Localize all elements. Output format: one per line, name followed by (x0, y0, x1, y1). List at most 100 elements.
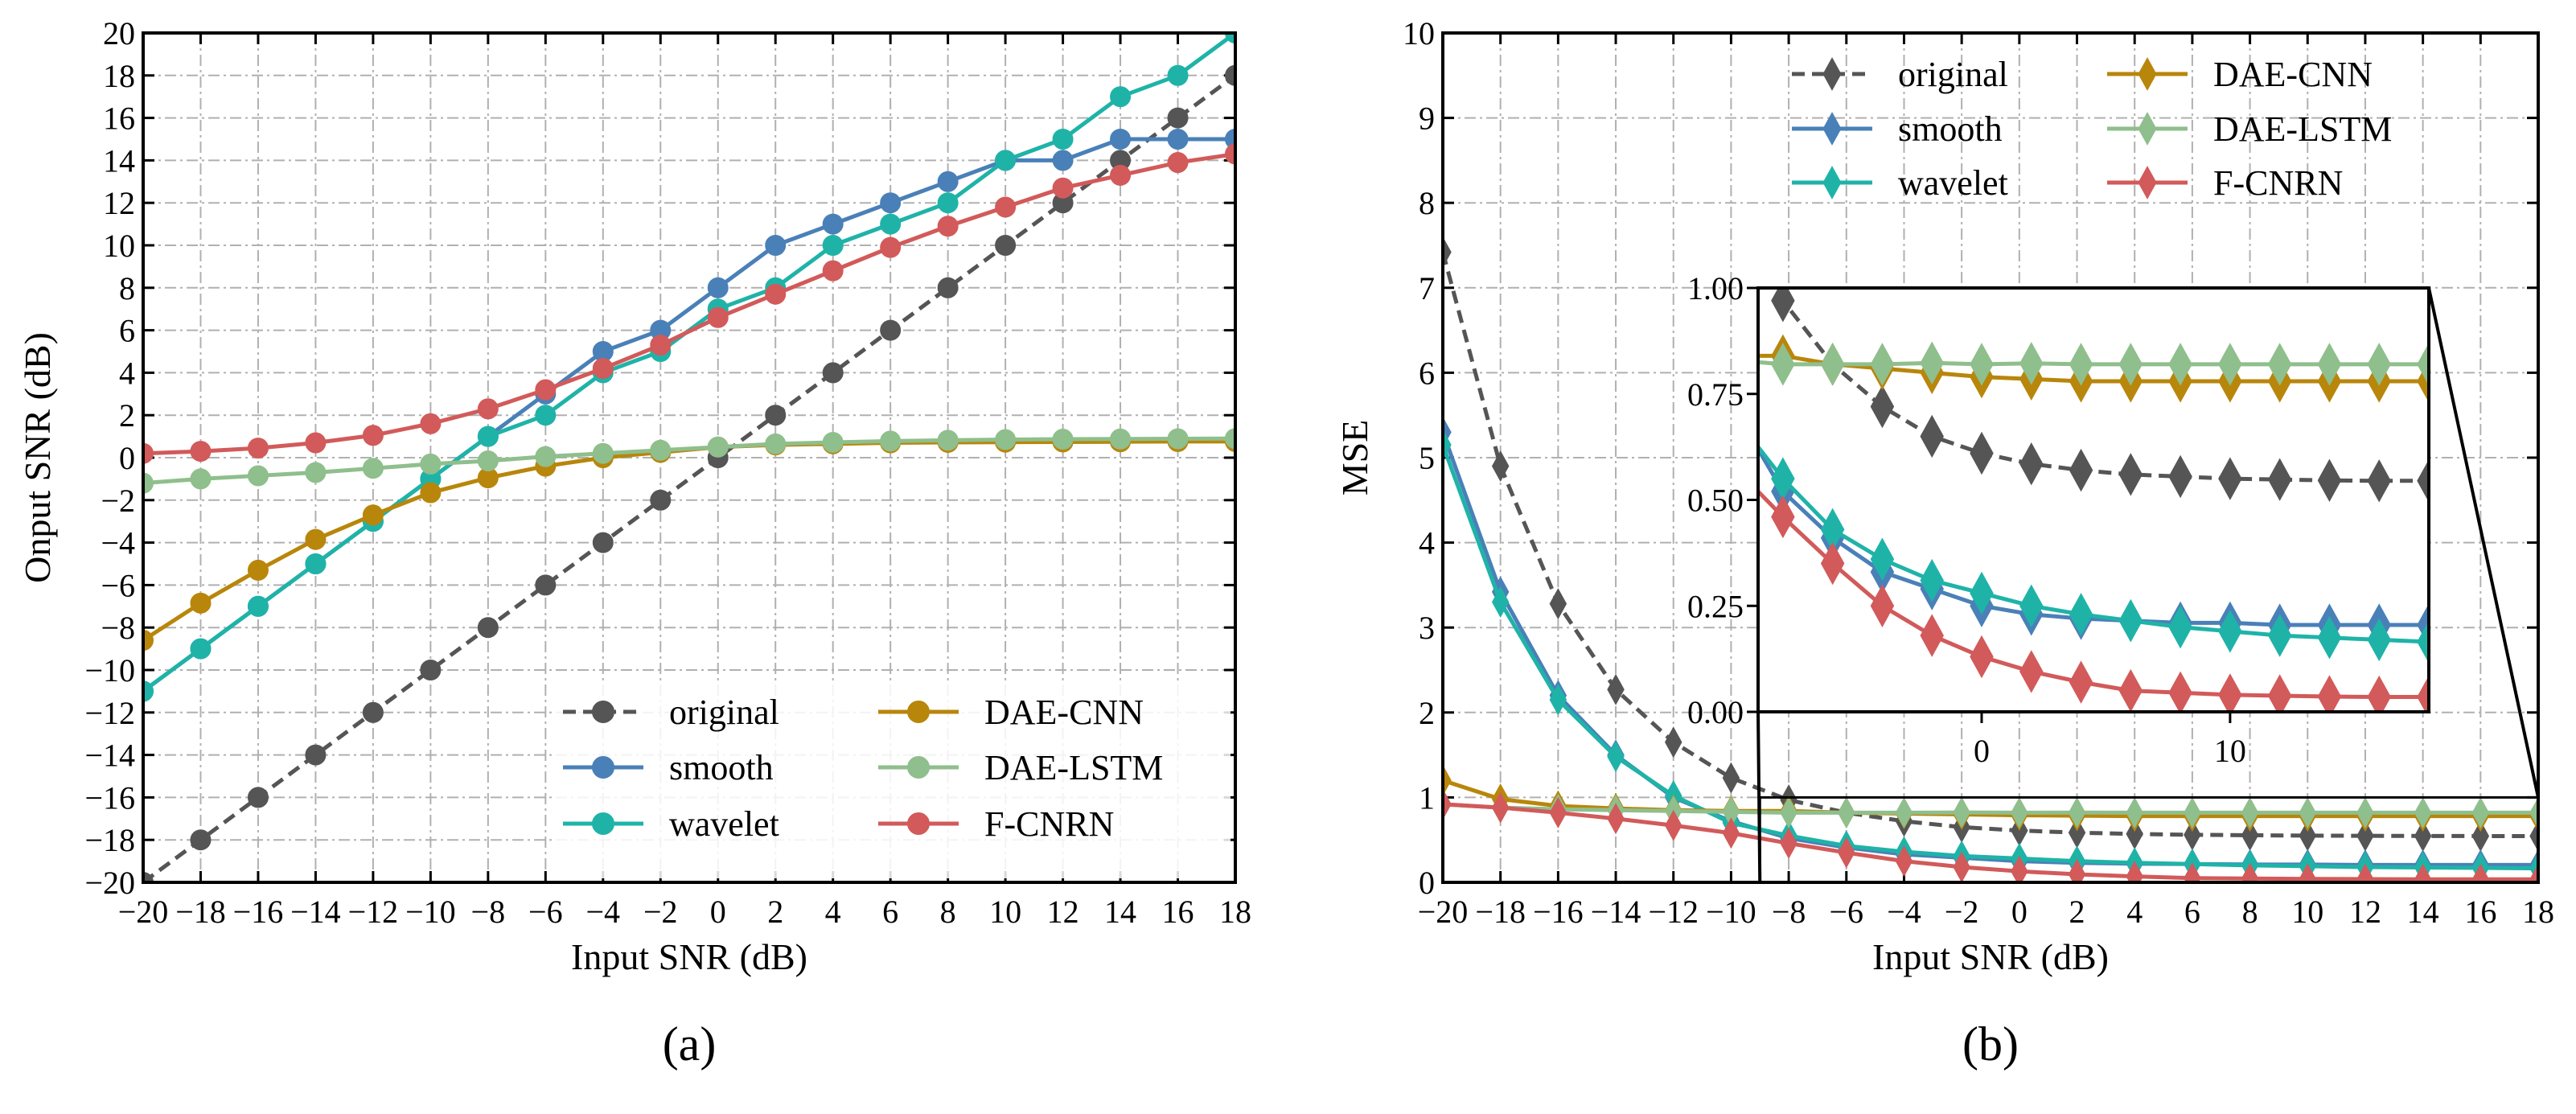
data-point-f-cnrn (535, 379, 557, 401)
data-point-wavelet-inset (2168, 605, 2192, 649)
data-point-original (1225, 64, 1235, 86)
legend-entry-wavelet: wavelet (563, 804, 779, 844)
data-point-dae-lstm (190, 468, 212, 490)
data-point-dae-lstm (707, 436, 729, 458)
legend-label: smooth (1898, 109, 2003, 149)
data-point-smooth (937, 171, 959, 192)
y-tick-label: 1 (1419, 779, 1435, 816)
y-tick-label: −12 (84, 695, 135, 731)
y-tick-label: 14 (103, 142, 135, 179)
data-point-original-inset (1920, 414, 1944, 458)
x-tick-label: −12 (348, 894, 399, 930)
legend-label: DAE-LSTM (2213, 109, 2392, 149)
x-tick-label: 6 (2184, 894, 2200, 930)
legend-label: original (1898, 55, 2008, 94)
data-point-dae-lstm-inset (1870, 343, 1895, 386)
y-tick-label: −10 (84, 652, 135, 689)
data-point-dae-lstm-inset (1573, 327, 1595, 367)
data-point-f-cnrn (1780, 827, 1797, 859)
legend-label: smooth (669, 748, 774, 787)
data-point-dae-lstm-inset (2069, 343, 2093, 386)
series-line-f-cnrn (1443, 802, 2538, 882)
inset-background (1758, 288, 2429, 712)
x-tick-label: −14 (1591, 894, 1641, 930)
data-point-f-cnrn (2011, 855, 2028, 882)
data-point-f-cnrn (2529, 863, 2538, 882)
data-point-original-inset (2019, 442, 2044, 486)
data-point-f-cnrn (592, 358, 614, 380)
data-point-dae-lstm (1953, 796, 1970, 828)
data-point-smooth (822, 213, 844, 235)
y-tick-label: 6 (1419, 355, 1435, 391)
data-point-wavelet (880, 213, 902, 235)
data-point-dae-cnn (420, 482, 442, 504)
legend-marker (907, 812, 930, 835)
data-point-original (190, 829, 212, 851)
x-tick-label: −14 (290, 894, 341, 930)
data-point-smooth (1052, 150, 1074, 171)
data-point-original (535, 574, 557, 596)
data-point-f-cnrn (650, 335, 672, 356)
data-point-dae-lstm (2299, 796, 2317, 828)
data-point-original (1443, 236, 1452, 268)
data-point-f-cnrn (1838, 837, 1855, 869)
data-point-f-cnrn (190, 441, 212, 462)
data-point-f-cnrn-inset (1920, 614, 1944, 657)
data-point-dae-cnn (247, 559, 269, 581)
data-point-f-cnrn (1110, 164, 1132, 186)
data-point-wavelet (143, 680, 154, 702)
y-tick-label: −8 (101, 610, 135, 646)
data-point-dae-lstm-inset (1623, 331, 1645, 371)
legend-label: F-CNRN (984, 804, 1114, 844)
data-point-original (650, 489, 672, 511)
legend-marker (592, 701, 614, 723)
legend-entry-wavelet: wavelet (1792, 163, 2008, 203)
data-point-f-cnrn (1895, 845, 1913, 878)
data-point-wavelet (1607, 741, 1625, 773)
series-line-original (1443, 251, 2538, 838)
series-line-dae-lstm (1443, 802, 2538, 815)
series-line-wavelet (1443, 444, 2538, 871)
y-tick-label: 8 (1419, 185, 1435, 221)
data-point-f-cnrn-inset (1771, 495, 1795, 539)
data-point-dae-lstm (995, 429, 1017, 450)
x-tick-label: 2 (767, 894, 783, 930)
data-point-dae-lstm (2241, 796, 2259, 828)
series-original (143, 64, 1235, 882)
series-dae-lstm (143, 428, 1235, 494)
y-tick-label: 4 (1419, 525, 1435, 561)
x-tick-label: −20 (1418, 894, 1469, 930)
legend-entry-dae-cnn: DAE-CNN (2107, 55, 2373, 94)
data-point-f-cnrn (995, 196, 1017, 218)
zoom-connector (2427, 287, 2540, 798)
data-point-dae-lstm (880, 430, 902, 452)
data-point-wavelet-inset (1970, 571, 1994, 615)
legend-entry-f-cnrn: F-CNRN (2107, 163, 2343, 203)
inset-x-tick-label: 10 (2214, 733, 2246, 769)
data-point-original-inset (2417, 459, 2429, 503)
series-original (1443, 236, 2538, 852)
x-tick-label: 6 (882, 894, 898, 930)
data-point-original (1722, 762, 1740, 794)
data-point-dae-lstm (1110, 428, 1132, 450)
data-point-original (1664, 726, 1682, 758)
data-point-f-cnrn-inset (1970, 635, 1994, 679)
legend-entry-f-cnrn: F-CNRN (878, 804, 1114, 844)
data-point-wavelet (995, 150, 1017, 171)
data-point-wavelet-inset (1623, 64, 1645, 104)
data-point-dae-lstm (362, 458, 384, 479)
data-point-original (362, 701, 384, 723)
data-point-f-cnrn (2299, 863, 2317, 882)
legend-marker (1822, 57, 1842, 91)
data-point-original (765, 405, 787, 426)
data-point-dae-lstm-inset (1673, 336, 1695, 376)
data-point-wavelet (535, 405, 557, 426)
data-point-original (1491, 450, 1510, 483)
data-point-smooth (880, 192, 902, 214)
y-tick-label: −6 (101, 567, 135, 603)
legend-marker (2138, 57, 2157, 91)
data-point-wavelet (1052, 129, 1074, 150)
data-point-f-cnrn (2471, 863, 2490, 882)
data-point-f-cnrn (2184, 862, 2201, 882)
x-axis-label: Input SNR (dB) (1872, 936, 2109, 977)
